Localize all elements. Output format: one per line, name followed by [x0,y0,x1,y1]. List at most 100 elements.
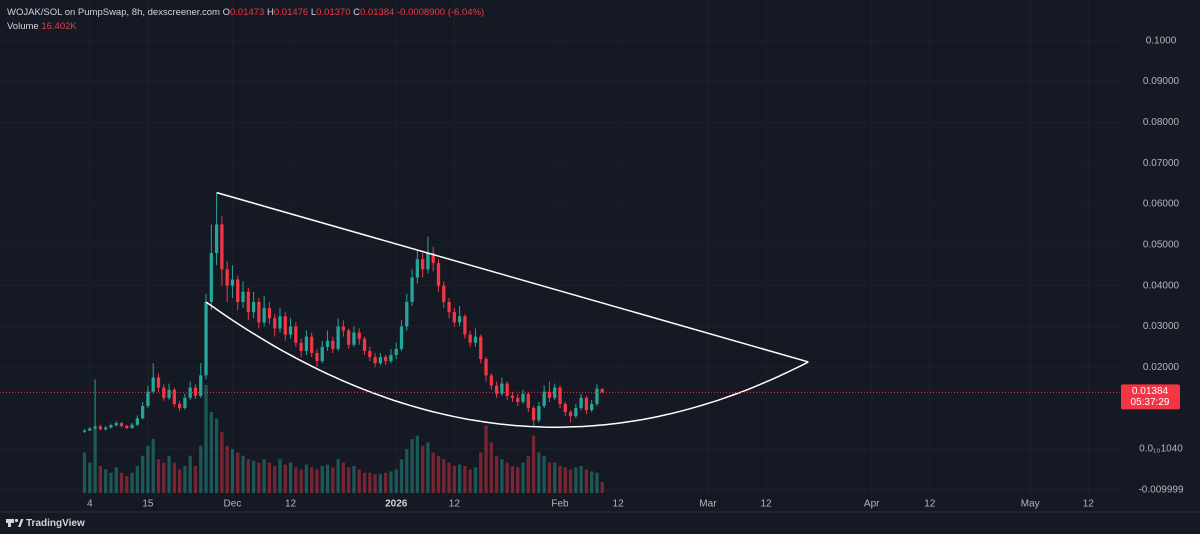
volume-bar [590,471,594,493]
candle-body [278,316,282,329]
candle-body [146,391,150,407]
candle-body [452,312,456,323]
candle-body [325,340,330,347]
volume-bar [125,476,129,493]
candle-body [542,391,546,407]
candle-body [537,406,541,421]
x-tick-label: 12 [285,499,297,510]
volume-bar [542,455,546,493]
volume-row: Volume 16.402K [7,20,484,34]
candle-body [262,308,266,323]
volume-bar [399,459,404,493]
candle-body [410,277,414,302]
logo-slash [18,519,24,527]
candle-body [273,318,277,329]
candle-body [468,334,472,343]
candle-body [600,388,604,393]
volume-bar [183,466,187,493]
change: -0.0008900 [396,7,446,18]
volume-bar [93,428,97,493]
candle-body [135,418,139,425]
volume-bar [167,455,171,493]
volume-bar [436,455,441,493]
volume-bar [384,472,388,493]
candle-body [109,425,113,428]
volume-bar [547,462,552,493]
candle-body [521,393,525,402]
candle-body [399,326,404,349]
candle-body [362,338,367,351]
brand: TradingView [26,518,85,529]
candle-body [553,387,557,398]
volume-bar [341,462,346,493]
candle-body [579,397,583,409]
volume-bar [204,385,208,493]
candle-body [584,397,589,411]
trendline [216,191,809,363]
y-tick-label: 0.1000 [1146,35,1177,46]
volume-bar [405,449,409,493]
candle-body [225,269,229,286]
volume-bar [410,439,414,493]
ohlc-letter: L [310,7,317,18]
volume-bar [288,462,293,493]
volume-bar [294,467,298,493]
candle-body [204,301,208,376]
ohlc-value: 0.01476 [273,7,309,18]
ohlc-letter: O [222,7,230,18]
volume-bar [473,467,478,493]
volume-bar [505,462,509,493]
price-label-box [1121,384,1180,410]
volume-bar [352,466,356,493]
volume-bar [156,459,161,493]
candle-body [193,387,198,396]
x-tick-label: Dec [224,499,242,510]
candle-body [267,308,272,319]
candle-body [236,279,240,302]
candle-body [505,383,509,396]
volume-bar [457,464,462,493]
y-tick-label: 0.04000 [1143,280,1180,291]
candle-body [98,426,103,430]
volume-bar [225,445,229,493]
volume-bar [283,464,287,493]
candle-body [177,403,182,409]
volume-bar [273,466,277,493]
candle-body [526,393,530,409]
candle-body [421,259,425,270]
candle-body [93,426,97,429]
candle-body [294,326,298,343]
volume-bar [331,467,335,493]
logo-stem [8,519,11,527]
volume-bar [104,469,108,493]
y-tick-label: 0.06000 [1143,199,1180,210]
volume-bar [357,469,361,493]
y-tick-label: 0.03000 [1143,321,1180,332]
volume-bars [82,385,604,493]
candle-body [590,403,594,411]
volume-bar [141,455,145,493]
volume-bar [114,467,118,493]
candle-body [442,285,446,302]
candle-body [130,424,134,429]
volume-bar [177,469,182,493]
volume-bar [494,455,499,493]
volume-bar [447,462,451,493]
candle-body [457,316,462,323]
volume-bar [463,466,467,493]
candle-body [415,259,419,278]
price-label: 0.01384 [1132,386,1169,397]
volume-bar [526,455,530,493]
candles [82,193,604,433]
volume-bar [214,418,219,493]
candle-body [299,342,303,351]
volume-bar [257,462,261,493]
candle-body [484,359,488,376]
candle-body [516,397,520,402]
candle-body [341,326,346,331]
candle-body [257,301,261,323]
candle-body [447,301,451,313]
volume-bar [230,449,235,493]
x-tick-label: May [1021,499,1040,510]
candle-body [463,316,467,335]
